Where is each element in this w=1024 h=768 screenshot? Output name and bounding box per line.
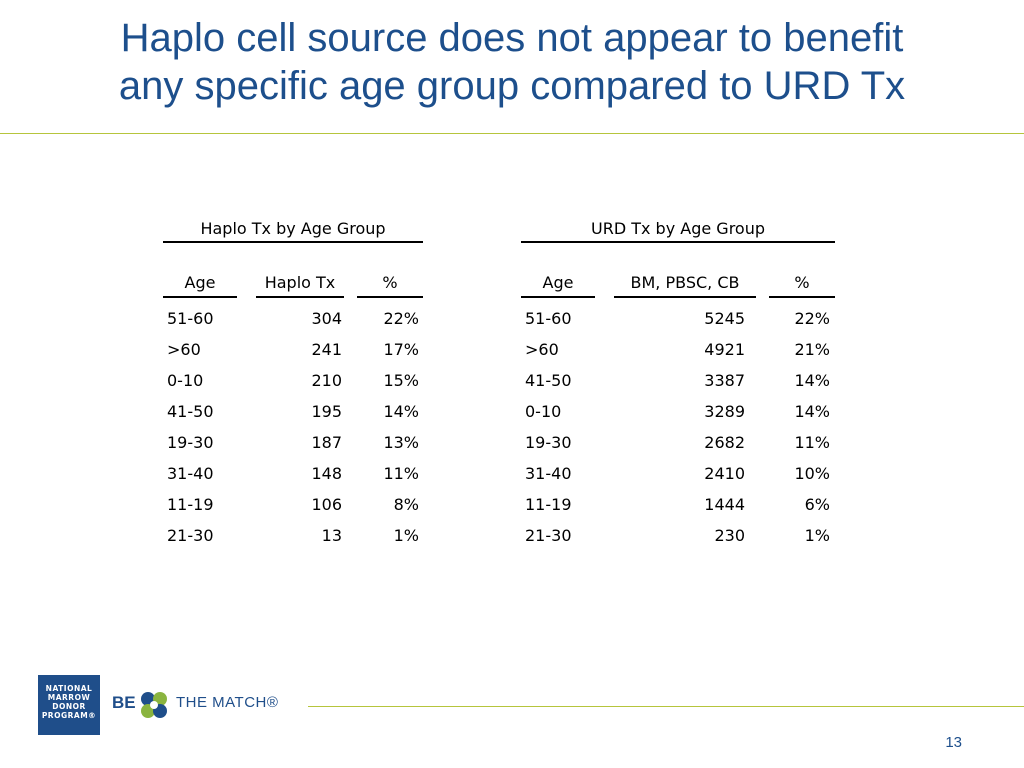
- percent-cell: 14%: [794, 371, 830, 390]
- percent-cell: 15%: [383, 371, 419, 390]
- count-cell: 1444: [704, 495, 745, 514]
- age-cell: >60: [167, 340, 201, 359]
- count-cell: 241: [311, 340, 342, 359]
- count-cell: 195: [311, 402, 342, 421]
- title-line-1: Haplo cell source does not appear to ben…: [120, 16, 904, 60]
- urd-col-percent: %: [769, 272, 835, 298]
- age-cell: 11-19: [525, 495, 572, 514]
- urd-col-age: Age: [521, 272, 595, 298]
- percent-cell: 22%: [383, 309, 419, 328]
- percent-cell: 6%: [804, 495, 830, 514]
- age-cell: 11-19: [167, 495, 214, 514]
- age-cell: 0-10: [167, 371, 204, 390]
- count-cell: 13: [321, 526, 342, 545]
- count-cell: 3387: [704, 371, 745, 390]
- age-cell: 31-40: [525, 464, 572, 483]
- percent-cell: 10%: [794, 464, 830, 483]
- percent-cell: 11%: [383, 464, 419, 483]
- age-cell: 41-50: [167, 402, 214, 421]
- page-number: 13: [945, 734, 962, 751]
- logo-line-3: DONOR: [52, 702, 86, 711]
- age-cell: 41-50: [525, 371, 572, 390]
- logo-line-1: NATIONAL: [45, 684, 93, 693]
- footer-divider: [308, 706, 1024, 707]
- count-cell: 148: [311, 464, 342, 483]
- be-the-match-flower-icon: [141, 692, 167, 718]
- percent-cell: 14%: [794, 402, 830, 421]
- age-cell: 19-30: [525, 433, 572, 452]
- percent-cell: 14%: [383, 402, 419, 421]
- percent-cell: 8%: [393, 495, 419, 514]
- age-cell: 51-60: [167, 309, 214, 328]
- count-cell: 106: [311, 495, 342, 514]
- percent-cell: 11%: [794, 433, 830, 452]
- haplo-col-age: Age: [163, 272, 237, 298]
- percent-cell: 22%: [794, 309, 830, 328]
- age-cell: 0-10: [525, 402, 562, 421]
- slide-title: Haplo cell source does not appear to ben…: [0, 14, 1024, 110]
- age-cell: 21-30: [525, 526, 572, 545]
- age-cell: 51-60: [525, 309, 572, 328]
- percent-cell: 1%: [804, 526, 830, 545]
- brand-the-match: THE MATCH®: [176, 694, 279, 711]
- percent-cell: 17%: [383, 340, 419, 359]
- age-cell: 31-40: [167, 464, 214, 483]
- logo-line-4: PROGRAM®: [41, 711, 97, 720]
- age-cell: >60: [525, 340, 559, 359]
- percent-cell: 21%: [794, 340, 830, 359]
- urd-table-group-header: URD Tx by Age Group: [521, 218, 835, 243]
- percent-cell: 1%: [393, 526, 419, 545]
- count-cell: 230: [714, 526, 745, 545]
- count-cell: 5245: [704, 309, 745, 328]
- count-cell: 210: [311, 371, 342, 390]
- age-cell: 21-30: [167, 526, 214, 545]
- title-line-2: any specific age group compared to URD T…: [118, 64, 906, 108]
- haplo-table-group-header: Haplo Tx by Age Group: [163, 218, 423, 243]
- count-cell: 187: [311, 433, 342, 452]
- urd-table: URD Tx by Age Group Age BM, PBSC, CB % 5…: [521, 218, 835, 558]
- urd-col-source: BM, PBSC, CB: [614, 272, 756, 298]
- count-cell: 304: [311, 309, 342, 328]
- title-divider: [0, 133, 1024, 134]
- count-cell: 2682: [704, 433, 745, 452]
- haplo-col-count: Haplo Tx: [256, 272, 344, 298]
- count-cell: 2410: [704, 464, 745, 483]
- count-cell: 3289: [704, 402, 745, 421]
- percent-cell: 13%: [383, 433, 419, 452]
- nmdp-logo: NATIONAL MARROW DONOR PROGRAM®: [38, 675, 100, 735]
- age-cell: 19-30: [167, 433, 214, 452]
- haplo-col-percent: %: [357, 272, 423, 298]
- haplo-table: Haplo Tx by Age Group Age Haplo Tx % 51-…: [163, 218, 423, 558]
- count-cell: 4921: [704, 340, 745, 359]
- logo-line-2: MARROW: [47, 693, 91, 702]
- brand-be: BE: [112, 693, 136, 712]
